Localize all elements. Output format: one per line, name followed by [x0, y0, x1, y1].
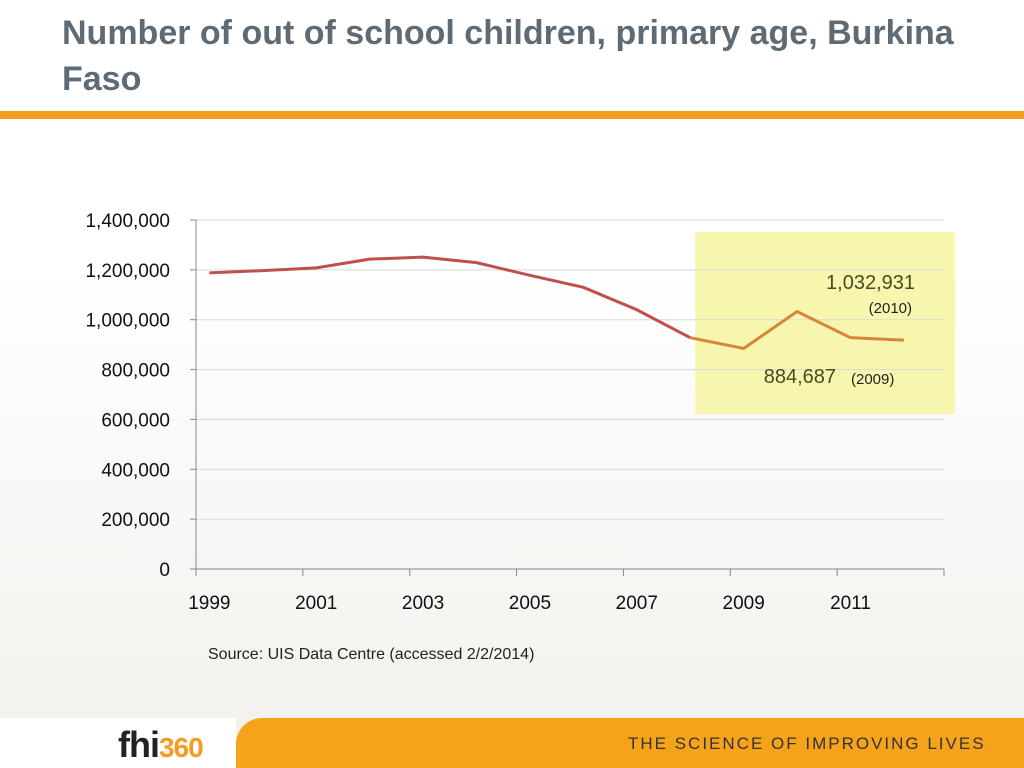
- x-tick-label: 2005: [509, 593, 551, 614]
- footer: fhi360 THE SCIENCE OF IMPROVING LIVES: [0, 718, 1024, 768]
- x-tick-label: 2007: [616, 593, 658, 614]
- fhi360-logo: fhi360: [118, 724, 204, 766]
- x-tick-label: 2001: [295, 593, 337, 614]
- title-divider: [0, 111, 1024, 119]
- x-tick-label: 1999: [188, 593, 230, 614]
- highlight-box: [695, 232, 955, 414]
- x-tick-label: 2009: [723, 593, 765, 614]
- annotation-min-value: 884,687: [764, 366, 836, 388]
- source-note: Source: UIS Data Centre (accessed 2/2/20…: [208, 646, 535, 663]
- y-tick-label: 0: [159, 560, 170, 581]
- tagline: THE SCIENCE OF IMPROVING LIVES: [628, 734, 986, 753]
- logo-text: fhi: [118, 724, 160, 765]
- footer-banner: [236, 718, 1024, 768]
- footer-logo-area: [0, 718, 236, 768]
- y-tick-label: 200,000: [101, 510, 170, 531]
- annotation-max-value: 1,032,931: [826, 272, 915, 294]
- y-tick-label: 1,200,000: [85, 261, 170, 282]
- annotation-min-year: (2009): [851, 371, 894, 388]
- y-tick-label: 800,000: [101, 361, 170, 382]
- y-tick-label: 600,000: [101, 410, 170, 431]
- series-line-highlighted: [689, 310, 904, 350]
- x-tick-label: 2003: [402, 593, 444, 614]
- y-tick-label: 1,400,000: [85, 211, 170, 232]
- y-tick-label: 400,000: [101, 460, 170, 481]
- y-tick-label: 1,000,000: [85, 311, 170, 332]
- logo-number: 360: [158, 732, 204, 763]
- x-tick-label: 2011: [830, 593, 871, 614]
- page-title: Number of out of school children, primar…: [62, 14, 954, 98]
- annotation-max-year: (2010): [869, 300, 912, 317]
- series-line: [209, 255, 691, 339]
- line-chart: 0 200,000 400,000 600,000 800,000 1,000,000 1,…: [85, 211, 955, 614]
